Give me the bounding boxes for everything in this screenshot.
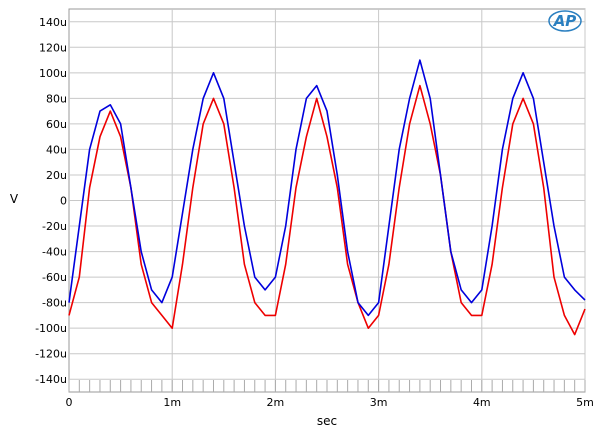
y-tick-label: -60u: [42, 271, 67, 284]
x-tick-label: 4m: [473, 396, 491, 409]
x-tick-label: 0: [66, 396, 73, 409]
y-tick-label: -40u: [42, 246, 67, 259]
series-layer: [68, 59, 586, 336]
ap-logo: AP: [548, 10, 582, 32]
y-tick-label: 20u: [46, 169, 67, 182]
x-tick-label: 3m: [370, 396, 388, 409]
y-tick-label: 140u: [39, 16, 67, 29]
ap-logo-ring: [548, 10, 582, 32]
ap-logo-text: AP: [553, 12, 577, 30]
y-tick-label: 120u: [39, 41, 67, 54]
y-axis-title: V: [10, 192, 19, 206]
y-tick-label: -80u: [42, 297, 67, 310]
y-tick-label: 0: [60, 195, 67, 208]
x-tick-labels: 0 1m 2m 3m 4m 5m: [66, 396, 594, 409]
series-line-1: [68, 84, 586, 336]
x-axis-title: sec: [317, 414, 337, 428]
y-tick-label: -120u: [35, 348, 67, 361]
y-tick-label: 40u: [46, 143, 67, 156]
y-tick-label: 100u: [39, 67, 67, 80]
x-tick-label: 2m: [267, 396, 285, 409]
y-tick-labels: 140u 120u 100u 80u 60u 40u 20u 0 -20u -40u -60u -80…: [35, 16, 67, 386]
x-tick-label: 1m: [163, 396, 181, 409]
y-tick-label: 60u: [46, 118, 67, 131]
horizontal-gridlines: [69, 21, 585, 380]
minor-ticks: [68, 380, 586, 392]
y-tick-label: -20u: [42, 220, 67, 233]
series-line-0: [68, 59, 586, 317]
y-tick-label: 80u: [46, 92, 67, 105]
x-tick-label: 5m: [576, 396, 594, 409]
y-tick-label: -100u: [35, 322, 67, 335]
y-tick-label: -140u: [35, 373, 67, 386]
